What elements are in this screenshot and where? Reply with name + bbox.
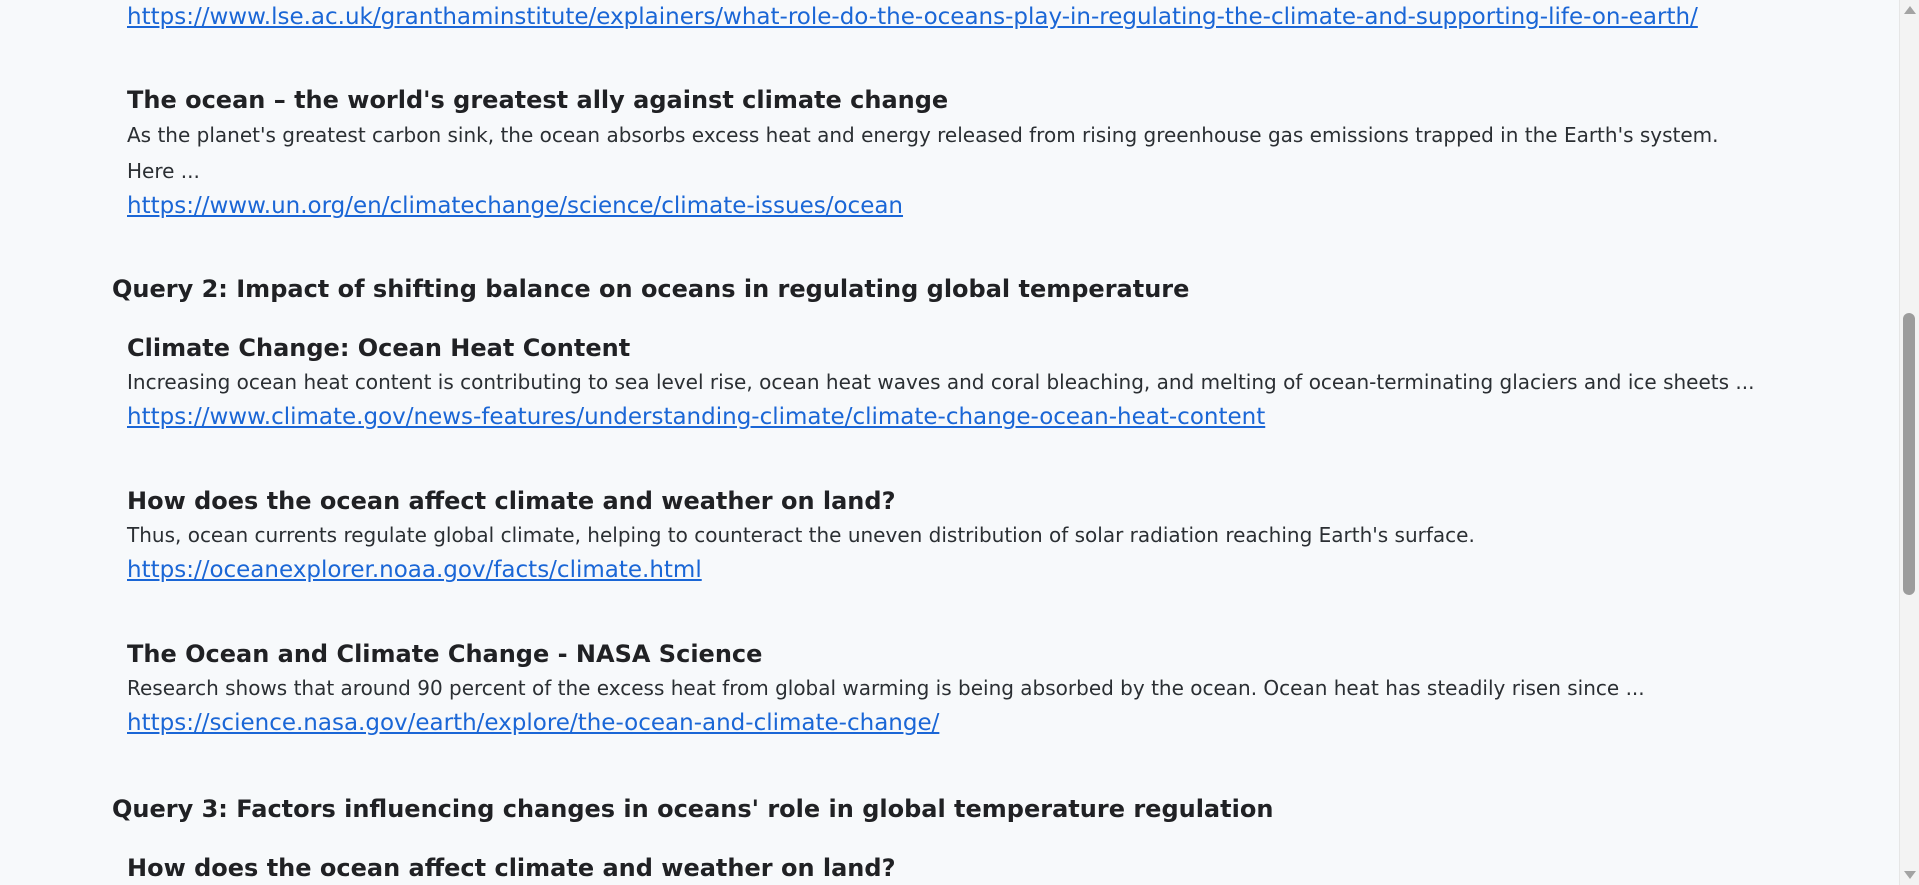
search-result: How does the ocean affect climate and we…: [127, 851, 1767, 885]
result-title: The ocean – the world's greatest ally ag…: [127, 86, 949, 114]
result-title: Climate Change: Ocean Heat Content: [127, 334, 631, 362]
result-snippet: As the planet's greatest carbon sink, th…: [127, 123, 1719, 183]
scroll-up-arrow-icon[interactable]: [1904, 6, 1916, 14]
result-snippet: Thus, ocean currents regulate global cli…: [127, 523, 1475, 547]
search-result: The ocean – the world's greatest ally ag…: [127, 83, 1767, 223]
result-title: How does the ocean affect climate and we…: [127, 854, 896, 882]
result-link[interactable]: https://www.un.org/en/climatechange/scie…: [127, 193, 904, 219]
result-link[interactable]: https://science.nasa.gov/earth/explore/t…: [127, 710, 940, 736]
scrollbar-thumb[interactable]: [1903, 313, 1915, 595]
query-heading: Query 3: Factors influencing changes in …: [112, 795, 1274, 823]
result-link[interactable]: https://www.climate.gov/news-features/un…: [127, 404, 1266, 430]
result-title: The Ocean and Climate Change - NASA Scie…: [127, 640, 763, 668]
result-title: How does the ocean affect climate and we…: [127, 487, 896, 515]
vertical-scrollbar[interactable]: [1899, 0, 1919, 885]
search-result: How does the ocean affect climate and we…: [127, 484, 1767, 587]
result-link[interactable]: https://www.lse.ac.uk/granthaminstitute/…: [127, 4, 1698, 30]
scroll-down-arrow-icon[interactable]: [1904, 871, 1916, 879]
result-snippet: Research shows that around 90 percent of…: [127, 676, 1645, 700]
search-result: The Ocean and Climate Change - NASA Scie…: [127, 637, 1767, 740]
query-heading: Query 2: Impact of shifting balance on o…: [112, 275, 1190, 303]
result-link[interactable]: https://oceanexplorer.noaa.gov/facts/cli…: [127, 557, 702, 583]
result-snippet: Increasing ocean heat content is contrib…: [127, 370, 1755, 394]
search-result: Climate Change: Ocean Heat Content Incre…: [127, 331, 1767, 434]
